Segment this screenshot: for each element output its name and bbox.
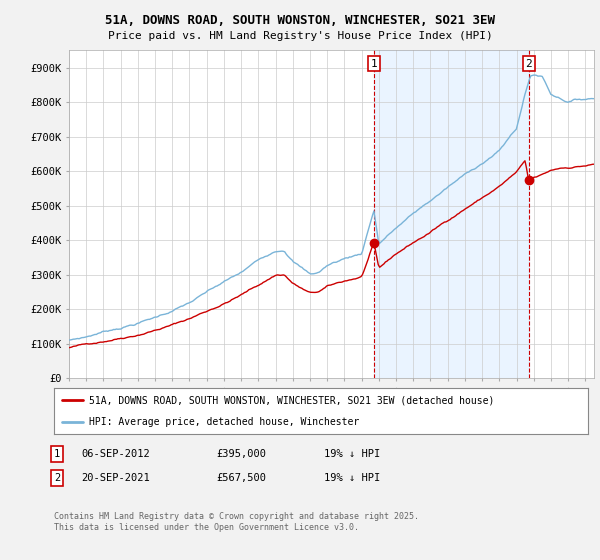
Text: 2: 2 [54,473,60,483]
Text: 19% ↓ HPI: 19% ↓ HPI [324,473,380,483]
Text: £567,500: £567,500 [216,473,266,483]
Text: 1: 1 [54,449,60,459]
Text: 20-SEP-2021: 20-SEP-2021 [81,473,150,483]
Text: 51A, DOWNS ROAD, SOUTH WONSTON, WINCHESTER, SO21 3EW (detached house): 51A, DOWNS ROAD, SOUTH WONSTON, WINCHEST… [89,395,494,405]
Text: Contains HM Land Registry data © Crown copyright and database right 2025.
This d: Contains HM Land Registry data © Crown c… [54,512,419,532]
Text: Price paid vs. HM Land Registry's House Price Index (HPI): Price paid vs. HM Land Registry's House … [107,31,493,41]
Text: 2: 2 [526,59,532,68]
Text: 51A, DOWNS ROAD, SOUTH WONSTON, WINCHESTER, SO21 3EW: 51A, DOWNS ROAD, SOUTH WONSTON, WINCHEST… [105,14,495,27]
Text: 06-SEP-2012: 06-SEP-2012 [81,449,150,459]
Text: 1: 1 [370,59,377,68]
Text: 19% ↓ HPI: 19% ↓ HPI [324,449,380,459]
Bar [374,50,529,378]
Text: HPI: Average price, detached house, Winchester: HPI: Average price, detached house, Winc… [89,417,359,427]
Text: £395,000: £395,000 [216,449,266,459]
